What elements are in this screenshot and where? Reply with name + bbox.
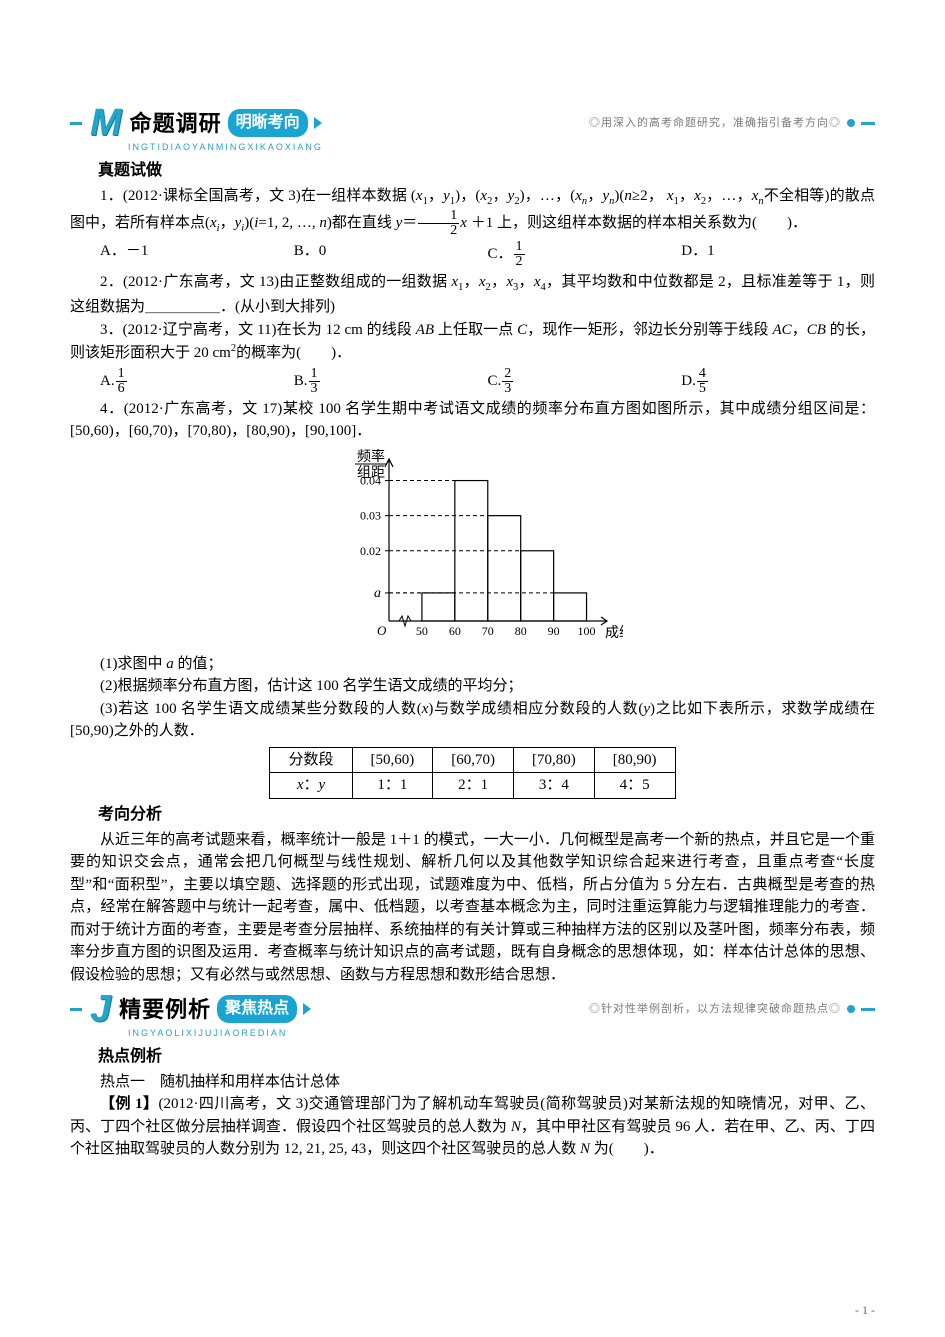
- header-banner-2: J 精要例析 聚焦热点 ◎针对性举例剖析，以方法规律突破命题热点◎: [70, 990, 875, 1028]
- banner-dot-icon: [847, 1005, 855, 1013]
- body-text-2: 热点一 随机抽样和用样本估计总体 【例 1】(2012·四川高考，文 3)交通管…: [70, 1071, 875, 1161]
- section-label-zhenti: 真题试做: [98, 159, 875, 183]
- banner-arrow-icon: [303, 1003, 311, 1015]
- table-cell: 1：1: [352, 773, 433, 799]
- svg-text:90: 90: [547, 624, 559, 638]
- choice-C: C.23: [488, 367, 682, 396]
- table-cell: 3：4: [514, 773, 595, 799]
- section-label-kaoxiang: 考向分析: [98, 803, 875, 827]
- q3-choices: A.16 B.13 C.23 D.45: [100, 367, 875, 396]
- banner-bar-right: [861, 122, 875, 125]
- banner-title: 命题调研 明晰考向: [130, 107, 322, 140]
- svg-text:组距: 组距: [357, 465, 385, 481]
- banner-pinyin: INGTIDIAOYANMINGXIKAOXIANG: [128, 141, 875, 155]
- hot-topic-1-label: 热点一 随机抽样和用样本估计总体: [70, 1071, 875, 1094]
- svg-text:成绩: 成绩: [605, 625, 623, 641]
- analysis-paragraph: 从近三年的高考试题来看，概率统计一般是 1＋1 的模式，一大一小．几何概型是高考…: [70, 829, 875, 987]
- table-header: [60,70): [433, 747, 514, 773]
- banner-logo-letter: J: [88, 990, 113, 1028]
- banner-tagline: ◎针对性举例剖析，以方法规律突破命题热点◎: [589, 1001, 841, 1018]
- banner-bar-left: [70, 122, 82, 125]
- q1-line3: ＋1 上，则这组样本数据的样本相关系数为( )．: [471, 215, 807, 231]
- table-header: [80,90): [594, 747, 675, 773]
- question-1: 1．(2012·课标全国高考，文 3)在一组样本数据 (x1，y1)，(x2，y…: [70, 185, 875, 239]
- svg-text:60: 60: [448, 624, 460, 638]
- banner-bar-left: [70, 1008, 82, 1011]
- choice-A: A．－1: [100, 240, 294, 269]
- svg-text:100: 100: [577, 624, 595, 638]
- question-4-sub1: (1)求图中 a 的值；: [70, 653, 875, 676]
- table-header: [50,60): [352, 747, 433, 773]
- table-header: 分数段: [270, 747, 352, 773]
- svg-text:频率: 频率: [357, 449, 385, 465]
- choice-D: D．1: [681, 240, 875, 269]
- ratio-table: 分数段 [50,60) [60,70) [70,80) [80,90) x：y …: [269, 747, 675, 799]
- banner-logo-letter: M: [88, 104, 124, 142]
- choice-B: B．0: [294, 240, 488, 269]
- fraction-half: 12: [418, 209, 459, 238]
- example-1: 【例 1】(2012·四川高考，文 3)交通管理部门为了解机动车驾驶员(简称驾驶…: [70, 1093, 875, 1161]
- table-row: x：y 1：1 2：1 3：4 4：5: [270, 773, 675, 799]
- banner-tagline: ◎用深入的高考命题研究，准确指引备考方向◎: [589, 115, 841, 132]
- question-4-intro: 4．(2012·广东高考，文 17)某校 100 名学生期中考试语文成绩的频率分…: [70, 398, 875, 443]
- choice-A: A.16: [100, 367, 294, 396]
- table-cell: x：y: [270, 773, 352, 799]
- section-label-redian: 热点例析: [98, 1045, 875, 1069]
- histogram-wrap: O0.020.030.04a5060708090100成绩频率组距: [70, 449, 875, 649]
- banner-title-strong: 命题调研: [130, 107, 222, 140]
- header-banner-1: M 命题调研 明晰考向 ◎用深入的高考命题研究，准确指引备考方向◎: [70, 104, 875, 142]
- banner-title: 精要例析 聚焦热点: [119, 993, 311, 1026]
- question-4-sub3: (3)若这 100 名学生语文成绩某些分数段的人数(x)与数学成绩相应分数段的人…: [70, 698, 875, 743]
- table-header-row: 分数段 [50,60) [60,70) [70,80) [80,90): [270, 747, 675, 773]
- choice-B: B.13: [294, 367, 488, 396]
- table-cell: 2：1: [433, 773, 514, 799]
- banner-title-sub: 明晰考向: [228, 109, 308, 137]
- page-number: - 1 -: [855, 1301, 875, 1319]
- body-text: 1．(2012·课标全国高考，文 3)在一组样本数据 (x1，y1)，(x2，y…: [70, 185, 875, 987]
- svg-text:80: 80: [514, 624, 526, 638]
- frequency-histogram: O0.020.030.04a5060708090100成绩频率组距: [323, 449, 623, 649]
- svg-text:0.03: 0.03: [360, 508, 381, 522]
- choice-C: C．12: [488, 240, 682, 269]
- banner-arrow-icon: [314, 117, 322, 129]
- banner-pinyin: INGYAOLIXIJUJIAOREDIAN: [128, 1027, 875, 1041]
- svg-text:O: O: [377, 623, 387, 638]
- table-cell: 4：5: [594, 773, 675, 799]
- banner-bar-right: [861, 1008, 875, 1011]
- choice-D: D.45: [681, 367, 875, 396]
- q1-text: 1．(2012·课标全国高考，文 3)在一组样本数据 (: [100, 188, 416, 204]
- page: M 命题调研 明晰考向 ◎用深入的高考命题研究，准确指引备考方向◎ INGTID…: [0, 0, 945, 1337]
- svg-text:70: 70: [481, 624, 493, 638]
- banner-title-sub: 聚焦热点: [217, 995, 297, 1023]
- table-header: [70,80): [514, 747, 595, 773]
- question-3: 3．(2012·辽宁高考，文 11)在长为 12 cm 的线段 AB 上任取一点…: [70, 319, 875, 365]
- svg-text:50: 50: [415, 624, 427, 638]
- banner-dot-icon: [847, 119, 855, 127]
- question-4-sub2: (2)根据频率分布直方图，估计这 100 名学生语文成绩的平均分；: [70, 675, 875, 698]
- svg-text:0.02: 0.02: [360, 543, 381, 557]
- q1-choices: A．－1 B．0 C．12 D．1: [100, 240, 875, 269]
- banner-title-strong: 精要例析: [119, 993, 211, 1026]
- example-tag: 【例 1】: [100, 1096, 158, 1112]
- question-2: 2．(2012·广东高考，文 13)由正整数组成的一组数据 x1，x2，x3，x…: [70, 271, 875, 318]
- svg-text:a: a: [374, 585, 381, 600]
